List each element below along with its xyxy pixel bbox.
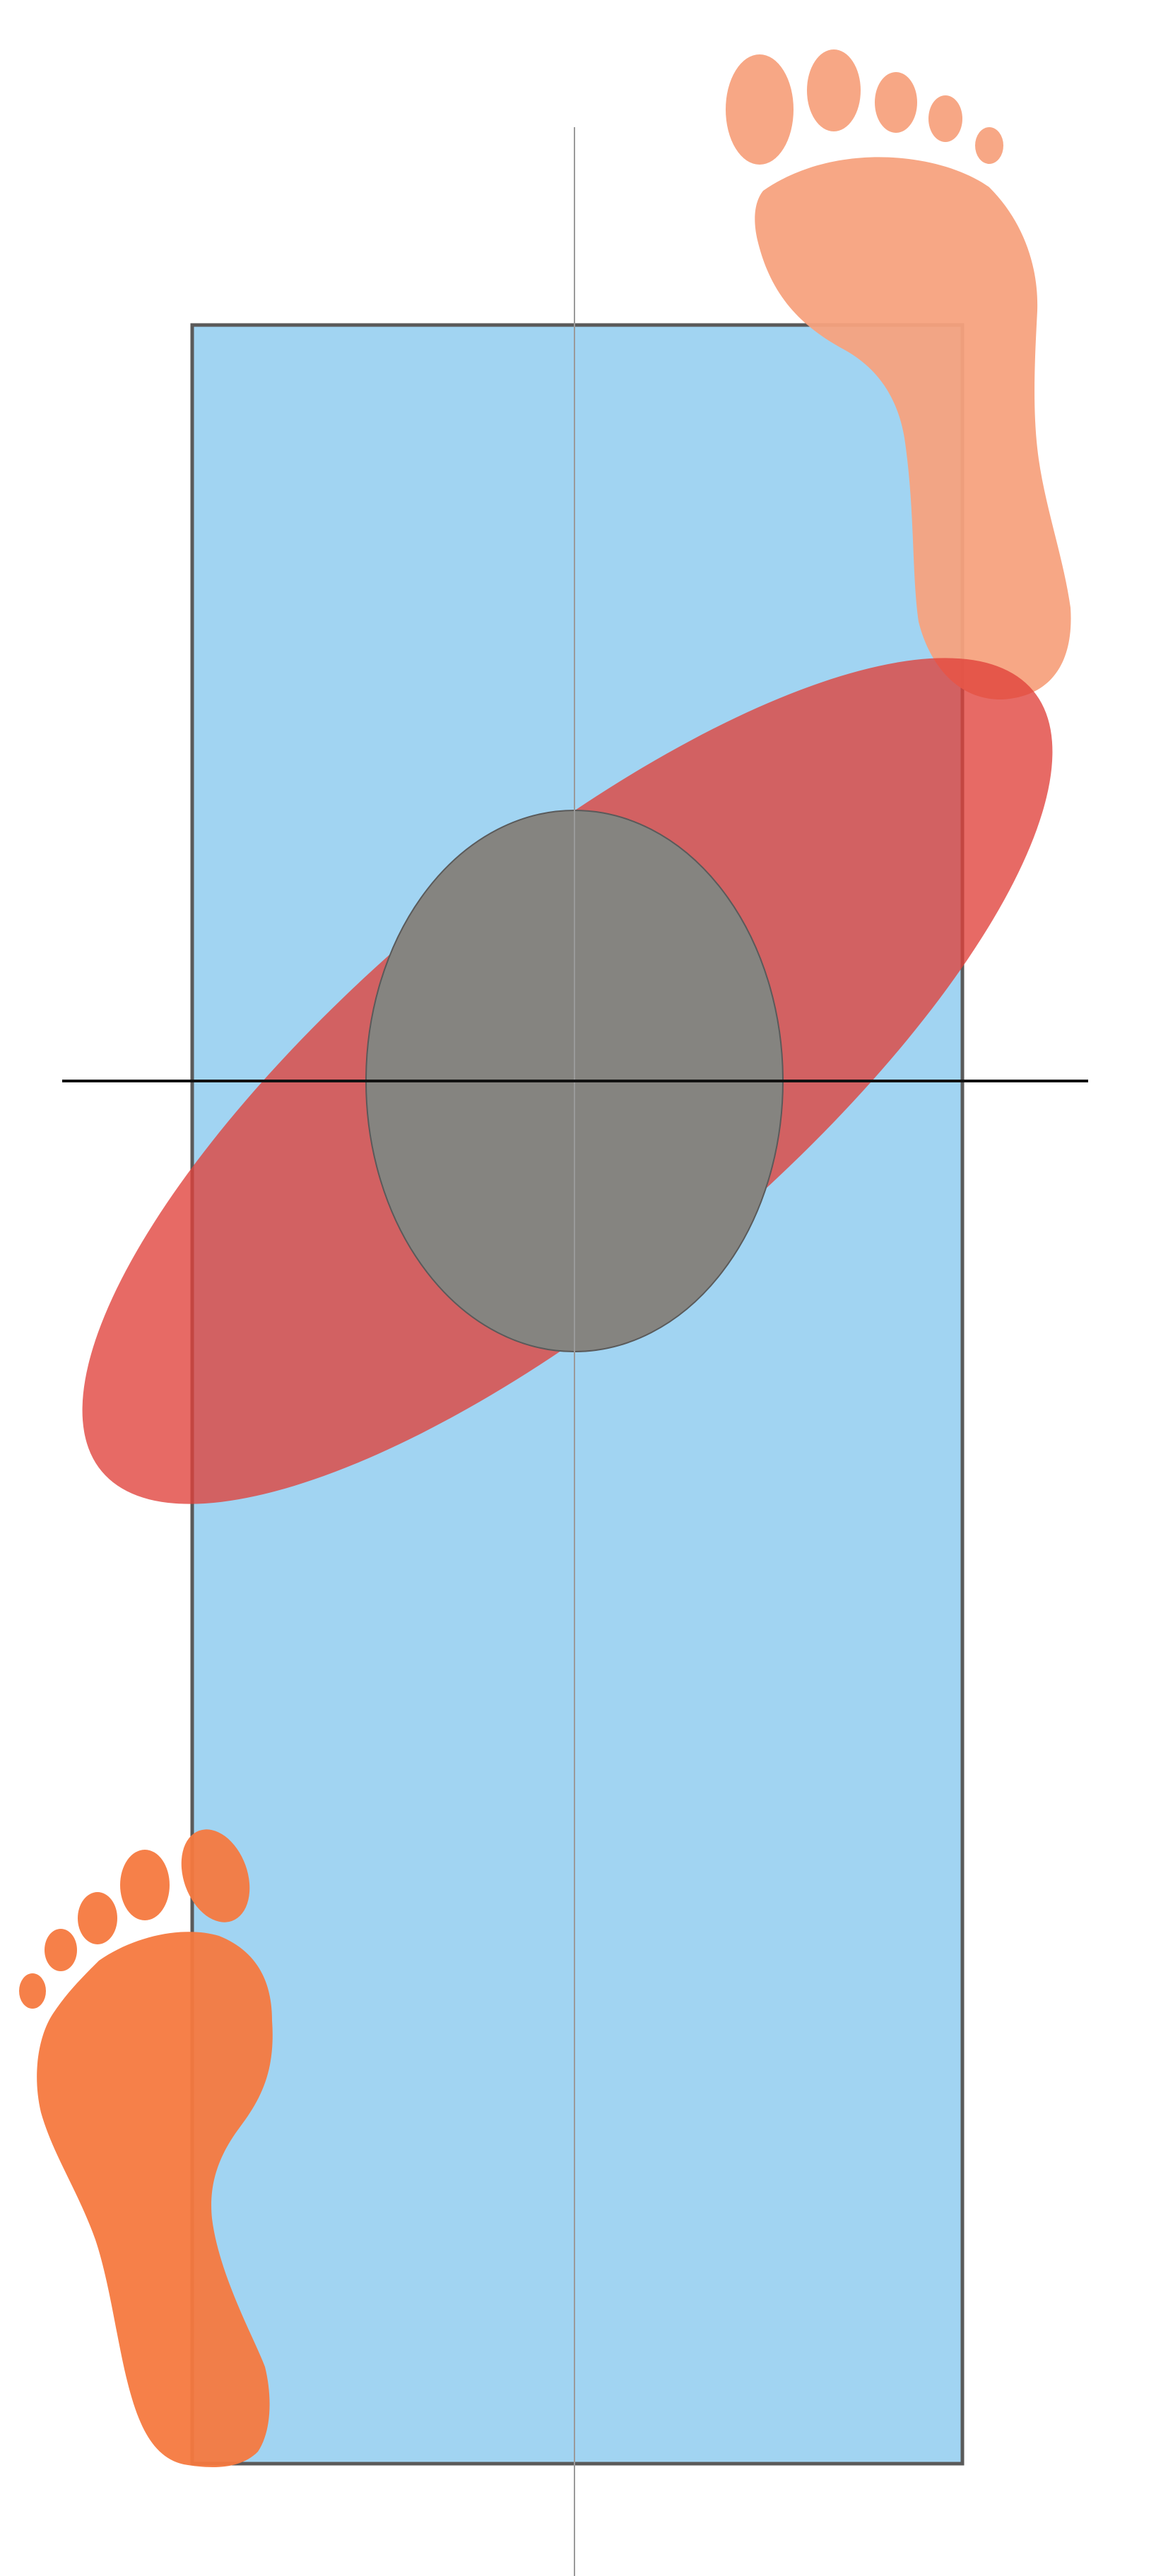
- right-footprint-icon: [726, 49, 1071, 700]
- left-footprint-icon: [19, 1829, 273, 2468]
